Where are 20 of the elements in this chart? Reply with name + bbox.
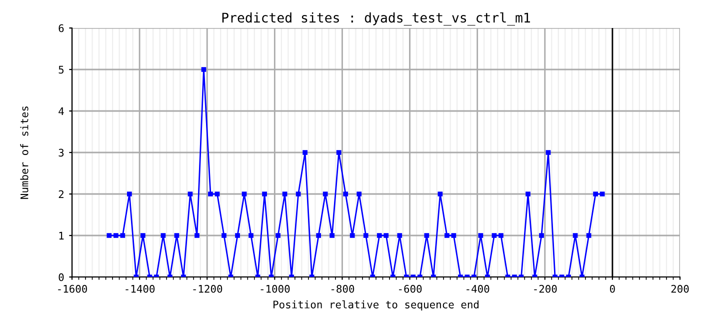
y-tick-label: 0 (58, 273, 64, 282)
x-tick-label: -1400 (126, 284, 155, 293)
y-tick-label: 5 (58, 66, 64, 74)
x-tick-label: -400 (466, 284, 490, 293)
x-tick-label: -1200 (193, 284, 222, 293)
y-tick-label: 3 (58, 148, 64, 157)
x-tick-label: -800 (331, 284, 354, 293)
y-tick-label: 2 (58, 190, 64, 198)
y-tick-label: 6 (58, 24, 64, 32)
x-tick-label: -200 (534, 284, 557, 293)
y-tick-label: 4 (58, 107, 64, 115)
x-tick-label: 0 (610, 284, 615, 293)
x-axis-title: Position relative to sequence end (274, 300, 479, 310)
x-tick-label: -1600 (58, 284, 88, 293)
y-axis-title: Number of sites (20, 106, 28, 199)
x-tick-label: -600 (399, 284, 422, 293)
x-tick-label: -1000 (260, 284, 290, 293)
y-tick-label: 1 (59, 232, 64, 240)
chart-title: Predicted sites : dyads_test_vs_ctrl_m1 (222, 12, 530, 26)
x-tick-label: 200 (671, 284, 689, 293)
